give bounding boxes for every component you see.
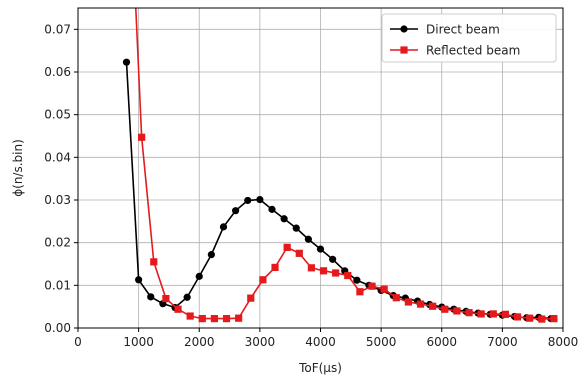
data-point — [404, 298, 413, 306]
x-tick-label: 3000 — [245, 335, 276, 349]
x-tick-label: 0 — [74, 335, 82, 349]
y-tick-label: 0.04 — [44, 150, 71, 164]
x-tick-label: 6000 — [426, 335, 457, 349]
data-point — [465, 309, 473, 317]
data-point — [329, 255, 337, 263]
data-point — [441, 305, 449, 313]
data-point — [174, 305, 182, 313]
data-point — [283, 243, 291, 251]
data-point — [332, 269, 340, 277]
data-point — [550, 315, 558, 323]
data-point — [219, 223, 228, 231]
data-point — [256, 195, 264, 204]
legend-label: Direct beam — [426, 23, 500, 37]
series-layer — [122, 8, 558, 323]
x-tick-label: 5000 — [366, 335, 397, 349]
data-point — [344, 271, 352, 280]
data-point — [280, 215, 288, 223]
data-point — [235, 314, 243, 322]
data-point — [259, 276, 267, 284]
data-point — [222, 315, 231, 323]
data-point — [304, 235, 312, 243]
y-tick-label: 0.00 — [44, 321, 71, 335]
data-point — [353, 276, 361, 284]
data-point — [513, 313, 522, 321]
y-tick-label: 0.05 — [44, 108, 71, 122]
data-point — [416, 300, 425, 308]
data-point — [271, 263, 279, 272]
legend-marker — [400, 46, 408, 54]
data-point — [429, 302, 437, 310]
data-point — [162, 294, 170, 303]
y-tick-label: 0.06 — [44, 65, 71, 79]
data-point — [316, 245, 325, 253]
legend-box — [381, 13, 557, 63]
legend-label: Reflected beam — [426, 44, 520, 58]
data-point — [368, 282, 376, 290]
data-point — [183, 293, 191, 301]
data-point — [295, 249, 303, 257]
data-point — [489, 310, 497, 318]
x-tick-label: 7000 — [487, 335, 518, 349]
data-point — [307, 264, 316, 272]
data-point — [538, 315, 546, 323]
data-point — [210, 315, 219, 323]
data-point — [138, 133, 146, 141]
x-axis-label: ToF(μs) — [298, 361, 342, 375]
data-point — [186, 312, 194, 320]
data-point — [392, 294, 400, 302]
y-tick-label: 0.03 — [44, 193, 71, 207]
data-point — [247, 294, 255, 302]
x-tick-label: 2000 — [184, 335, 215, 349]
data-point — [207, 251, 215, 259]
data-point — [526, 314, 534, 322]
data-point — [195, 272, 203, 280]
x-tick-label: 8000 — [548, 335, 579, 349]
data-point — [147, 293, 155, 301]
data-point — [356, 288, 364, 296]
axis-layer: 0 1000 2000 3000 4000 5000 6000 7000 8000 0.00 0.0… — [44, 22, 578, 349]
x-tick-label: 4000 — [305, 335, 336, 349]
data-point — [268, 205, 276, 213]
series-reflected-beam — [134, 8, 558, 323]
legend: Direct beam Reflected beam — [381, 13, 557, 63]
data-point — [244, 196, 252, 205]
y-axis-label: ϕ(n/s.bin) — [11, 139, 25, 197]
data-point — [198, 315, 206, 323]
legend-marker — [400, 25, 408, 33]
y-tick-label: 0.02 — [44, 236, 71, 250]
data-point — [232, 207, 240, 215]
data-point — [501, 310, 510, 318]
data-point — [380, 285, 388, 293]
data-point — [319, 267, 328, 275]
x-tick-label: 1000 — [123, 335, 154, 349]
y-tick-label: 0.01 — [44, 278, 71, 292]
data-point — [292, 224, 300, 232]
data-point — [135, 276, 143, 284]
data-point — [150, 258, 158, 266]
data-point — [453, 307, 461, 315]
data-point — [122, 58, 131, 66]
plot-frame — [77, 7, 564, 329]
data-point — [477, 310, 485, 318]
y-tick-label: 0.07 — [44, 22, 71, 36]
